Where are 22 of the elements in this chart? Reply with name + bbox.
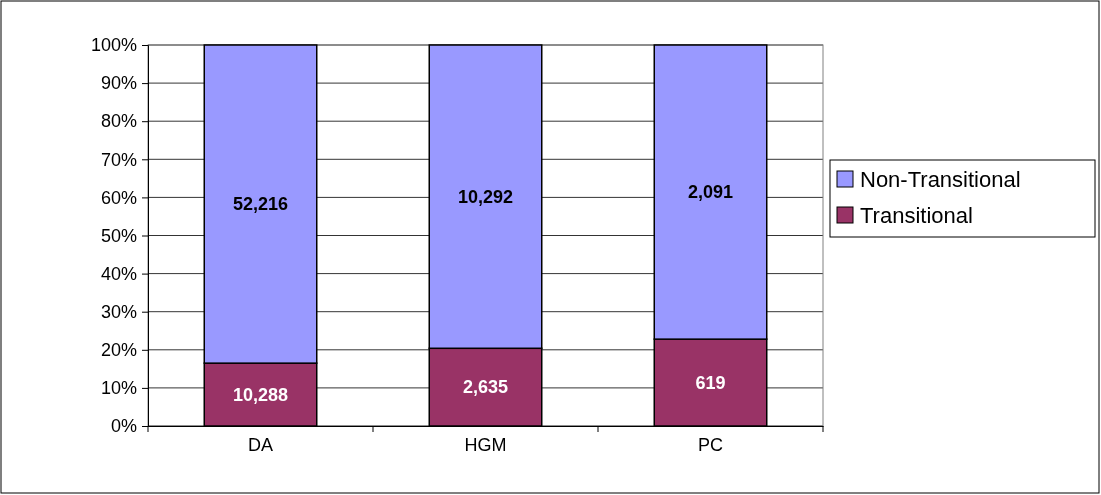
y-tick-label: 20% — [100, 340, 137, 361]
x-tick-label: HGM — [464, 434, 507, 455]
annotation: 2,091 — [687, 182, 734, 203]
y-tick-label: 60% — [100, 187, 137, 208]
y-tick-label: 30% — [100, 301, 137, 322]
y-tick-label: 100% — [90, 35, 137, 56]
y-tick-label: 50% — [100, 225, 137, 246]
annotation: 10,292 — [457, 186, 514, 207]
y-tick-label: 80% — [100, 111, 137, 132]
y-tick-label: 40% — [100, 263, 137, 284]
legend-label: Transitional — [860, 202, 973, 228]
annotation: 619 — [695, 372, 726, 393]
y-tick-label: 10% — [100, 378, 137, 399]
y-tick-label: 90% — [100, 73, 137, 94]
annotation: 10,288 — [232, 384, 289, 405]
y-tick-label: 70% — [100, 149, 137, 170]
y-tick-label: 0% — [110, 416, 137, 437]
annotation: 52,216 — [232, 194, 289, 215]
x-tick-label: PC — [697, 434, 724, 455]
x-tick-label: DA — [247, 434, 274, 455]
annotation: 2,635 — [462, 377, 509, 398]
legend-label: Non-Transitional — [860, 166, 1021, 192]
